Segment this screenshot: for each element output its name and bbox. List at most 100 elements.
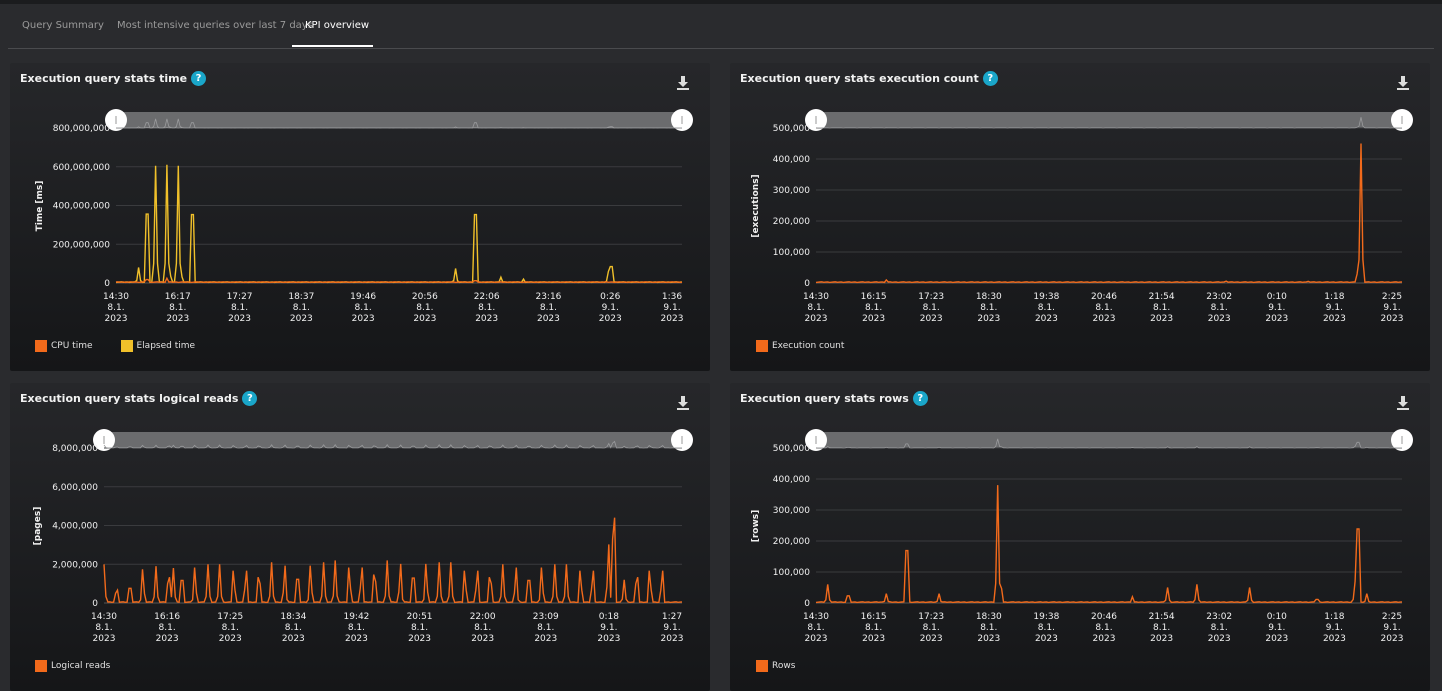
x-tick-label: 2023 [282,634,305,644]
legend-label: Elapsed time [137,341,196,351]
x-tick-label: 2023 [537,314,560,324]
x-tick-label: 2023 [408,634,431,644]
x-tick-label: 8.1. [807,623,824,633]
x-tick-label: 2023 [661,634,684,644]
x-tick-label: 8.1. [980,623,997,633]
x-tick-label: 2:25 [1382,612,1402,622]
chart-area: 8,000,0006,000,0004,000,0002,000,0000[pa… [10,383,710,653]
x-tick-label: 0:18 [599,612,619,622]
y-axis-label: [pages] [33,507,43,546]
range-navigator[interactable] [104,432,682,448]
x-tick-label: 0:10 [1267,292,1287,302]
x-tick-label: 8.1. [1153,303,1170,313]
x-tick-label: 2023 [475,314,498,324]
legend-swatch [121,340,133,352]
x-tick-label: 1:18 [1324,612,1344,622]
x-tick-label: 9.1. [1326,303,1343,313]
x-tick-label: 8.1. [865,303,882,313]
x-tick-label: 17:25 [217,612,243,622]
x-tick-label: 2023 [105,314,128,324]
x-tick-label: 8.1. [285,623,302,633]
series-line [816,485,1402,602]
y-axis-label: [rows] [751,510,761,543]
x-tick-label: 2023 [805,634,828,644]
x-tick-label: 2023 [413,314,436,324]
x-tick-label: 8.1. [537,623,554,633]
x-tick-label: 8.1. [107,303,124,313]
x-tick-label: 8.1. [923,303,940,313]
x-tick-label: 18:37 [288,292,314,302]
x-tick-label: 2023 [352,314,375,324]
legend: Logical reads [35,660,138,672]
x-tick-label: 2023 [1381,314,1404,324]
range-navigator[interactable] [116,112,682,128]
legend-item[interactable]: CPU time [35,340,93,352]
tab-most-intensive-queries[interactable]: Most intensive queries over last 7 days [117,20,313,31]
x-tick-label: 9.1. [602,303,619,313]
x-tick-label: 2023 [597,634,620,644]
x-tick-label: 8.1. [478,303,495,313]
tab-query-summary[interactable]: Query Summary [22,20,104,31]
tab-bar: Query Summary Most intensive queries ove… [8,14,1434,49]
y-axis-label: [executions] [751,174,761,237]
chart-area: 500,000400,000300,000200,000100,0000[row… [730,383,1430,653]
x-tick-label: 8.1. [222,623,239,633]
x-tick-label: 2023 [805,314,828,324]
x-tick-label: 0:10 [1267,612,1287,622]
series-line [104,518,682,603]
x-tick-label: 19:42 [343,612,369,622]
series-line [116,278,682,282]
legend: Rows [756,660,823,672]
x-tick-label: 8.1. [980,303,997,313]
x-tick-label: 8.1. [1038,303,1055,313]
x-tick-label: 8.1. [1211,623,1228,633]
range-navigator[interactable] [816,432,1402,448]
x-tick-label: 21:54 [1149,612,1175,622]
window-top-bar [0,0,1442,4]
x-tick-label: 2023 [345,634,368,644]
x-tick-label: 2023 [219,634,242,644]
x-tick-label: 1:36 [662,292,682,302]
x-tick-label: 18:34 [280,612,306,622]
tab-kpi-overview[interactable]: KPI overview [305,20,369,31]
legend-item[interactable]: Rows [756,660,795,672]
legend-item[interactable]: Execution count [756,340,844,352]
x-tick-label: 2023 [156,634,179,644]
x-tick-label: 20:46 [1091,292,1117,302]
x-tick-label: 2023 [1208,634,1231,644]
x-tick-label: 20:56 [412,292,438,302]
x-tick-label: 19:38 [1033,292,1059,302]
x-tick-label: 2023 [1323,314,1346,324]
legend-label: Logical reads [51,661,110,671]
x-tick-label: 2023 [1093,314,1116,324]
x-tick-label: 18:30 [976,612,1002,622]
y-tick-label: 0 [92,599,98,609]
x-tick-label: 9.1. [1326,623,1343,633]
y-tick-label: 200,000 [773,537,810,547]
x-tick-label: 2023 [1381,634,1404,644]
y-tick-label: 0 [804,279,810,289]
x-tick-label: 17:23 [918,292,944,302]
x-tick-label: 14:30 [803,292,829,302]
x-tick-label: 16:16 [154,612,180,622]
x-tick-label: 16:15 [861,292,887,302]
y-tick-label: 100,000 [773,248,810,258]
legend: Execution count [756,340,872,352]
x-tick-label: 9.1. [1268,303,1285,313]
x-tick-label: 23:16 [535,292,561,302]
series-line [816,144,1402,283]
range-navigator[interactable] [816,112,1402,128]
x-tick-label: 20:46 [1091,612,1117,622]
x-tick-label: 22:00 [470,612,496,622]
panel-execution-count: Execution query stats execution count? 5… [730,63,1430,371]
legend-swatch [35,660,47,672]
x-tick-label: 2023 [862,314,885,324]
x-tick-label: 1:18 [1324,292,1344,302]
legend-item[interactable]: Elapsed time [121,340,196,352]
x-tick-label: 19:46 [350,292,376,302]
y-tick-label: 400,000,000 [53,202,111,212]
legend-item[interactable]: Logical reads [35,660,110,672]
legend: CPU time Elapsed time [35,340,223,352]
y-tick-label: 800,000,000 [53,124,111,134]
x-tick-label: 2023 [599,314,622,324]
